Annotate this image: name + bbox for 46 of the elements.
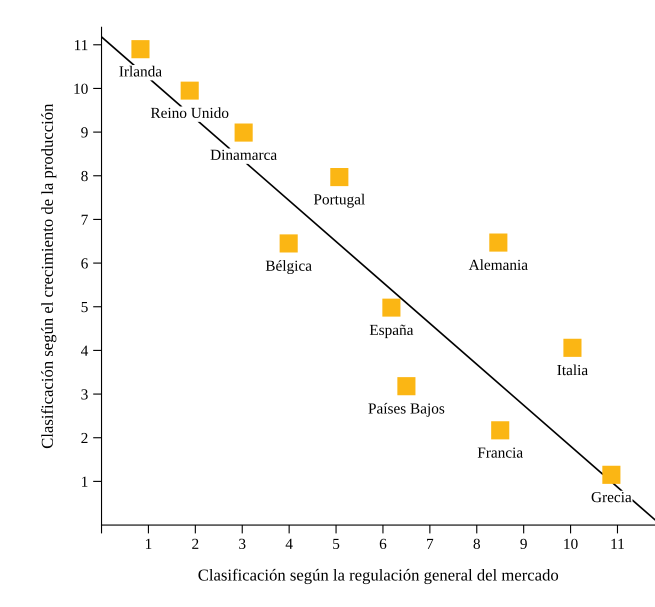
annotation: Dinamarca <box>210 150 277 160</box>
x-tick-label: 6 <box>380 538 386 549</box>
y-tick-label: 6 <box>81 258 88 269</box>
annotation: Bélgica <box>266 260 312 274</box>
point <box>491 421 510 440</box>
point <box>180 82 199 100</box>
point <box>563 338 582 357</box>
annotation: Alemania <box>468 259 528 270</box>
x-tick-label: 5 <box>333 538 340 549</box>
annotation: Italia <box>557 364 588 376</box>
y-tick-label: 2 <box>81 432 88 444</box>
point <box>397 377 416 396</box>
point <box>234 123 253 142</box>
point <box>489 234 508 252</box>
x-axis-title: Clasificación según la regulación general del mercado <box>198 568 558 584</box>
y-axis-title: Clasificación según el crecimiento de la producción <box>41 104 56 448</box>
y-tick-label: 8 <box>81 170 88 182</box>
y-tick-label: 4 <box>80 346 88 356</box>
annotation: Francia <box>478 447 523 458</box>
point <box>280 234 298 252</box>
y-tick-label: 11 <box>74 40 88 50</box>
y-tick-label: 5 <box>82 302 88 312</box>
x-tick-label: 9 <box>520 538 527 549</box>
annotation: España <box>370 324 414 338</box>
x-tick-label: 2 <box>192 538 198 549</box>
annotation: Portugal <box>314 194 365 208</box>
x-tick-label: 10 <box>564 538 578 549</box>
annotation: Grecia <box>592 492 632 502</box>
y-tick-label: 10 <box>74 84 88 94</box>
point <box>602 466 620 484</box>
annotation: Reino Unido <box>150 107 228 118</box>
y-tick-label: 1 <box>82 476 88 487</box>
x-tick-label: 1 <box>146 538 152 549</box>
point <box>330 168 348 186</box>
y-tick-label: 7 <box>82 214 88 225</box>
x-tick-label: 11 <box>611 538 624 549</box>
x-tick-label: 4 <box>286 538 293 549</box>
point <box>382 298 400 317</box>
y-tick-label: 9 <box>81 127 88 138</box>
point <box>131 40 150 58</box>
annotation: Países Bajos <box>368 402 444 417</box>
x-tick-label: 7 <box>427 538 434 549</box>
x-tick-label: 3 <box>239 538 246 549</box>
annotation: Irlanda <box>119 66 162 77</box>
x-tick-label: 8 <box>474 538 480 549</box>
y-tick-label: 3 <box>81 389 88 400</box>
